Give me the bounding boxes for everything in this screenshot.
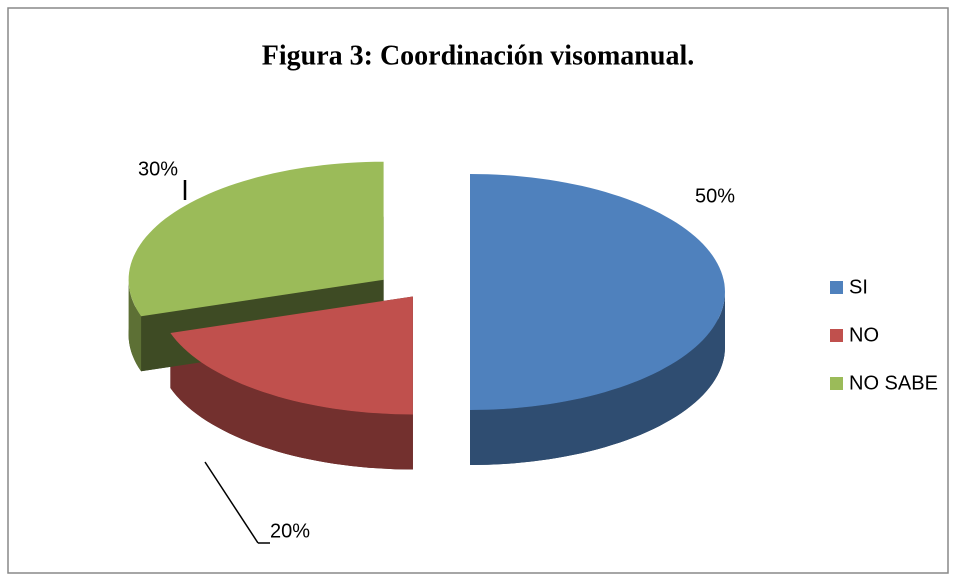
data-label: 30% xyxy=(138,158,178,180)
legend-swatch xyxy=(830,329,843,342)
chart-title: Figura 3: Coordinación visomanual. xyxy=(262,40,694,71)
legend-label: SI xyxy=(849,276,868,298)
legend-label: NO xyxy=(849,324,879,346)
pie xyxy=(128,161,725,470)
slice-side xyxy=(170,333,413,470)
legend-swatch xyxy=(830,281,843,294)
legend: SI NO NO SABE xyxy=(830,276,938,394)
slice-side xyxy=(128,279,142,372)
data-label: 50% xyxy=(695,185,735,207)
labels: 50% 20% 30% xyxy=(138,158,735,544)
legend-label: NO SABE xyxy=(849,372,938,394)
legend-swatch xyxy=(830,377,843,390)
slice-side xyxy=(470,292,725,465)
slice xyxy=(128,161,384,317)
leader-line xyxy=(204,461,259,544)
slice xyxy=(170,296,413,415)
slice xyxy=(470,174,725,410)
data-label: 20% xyxy=(270,520,310,542)
